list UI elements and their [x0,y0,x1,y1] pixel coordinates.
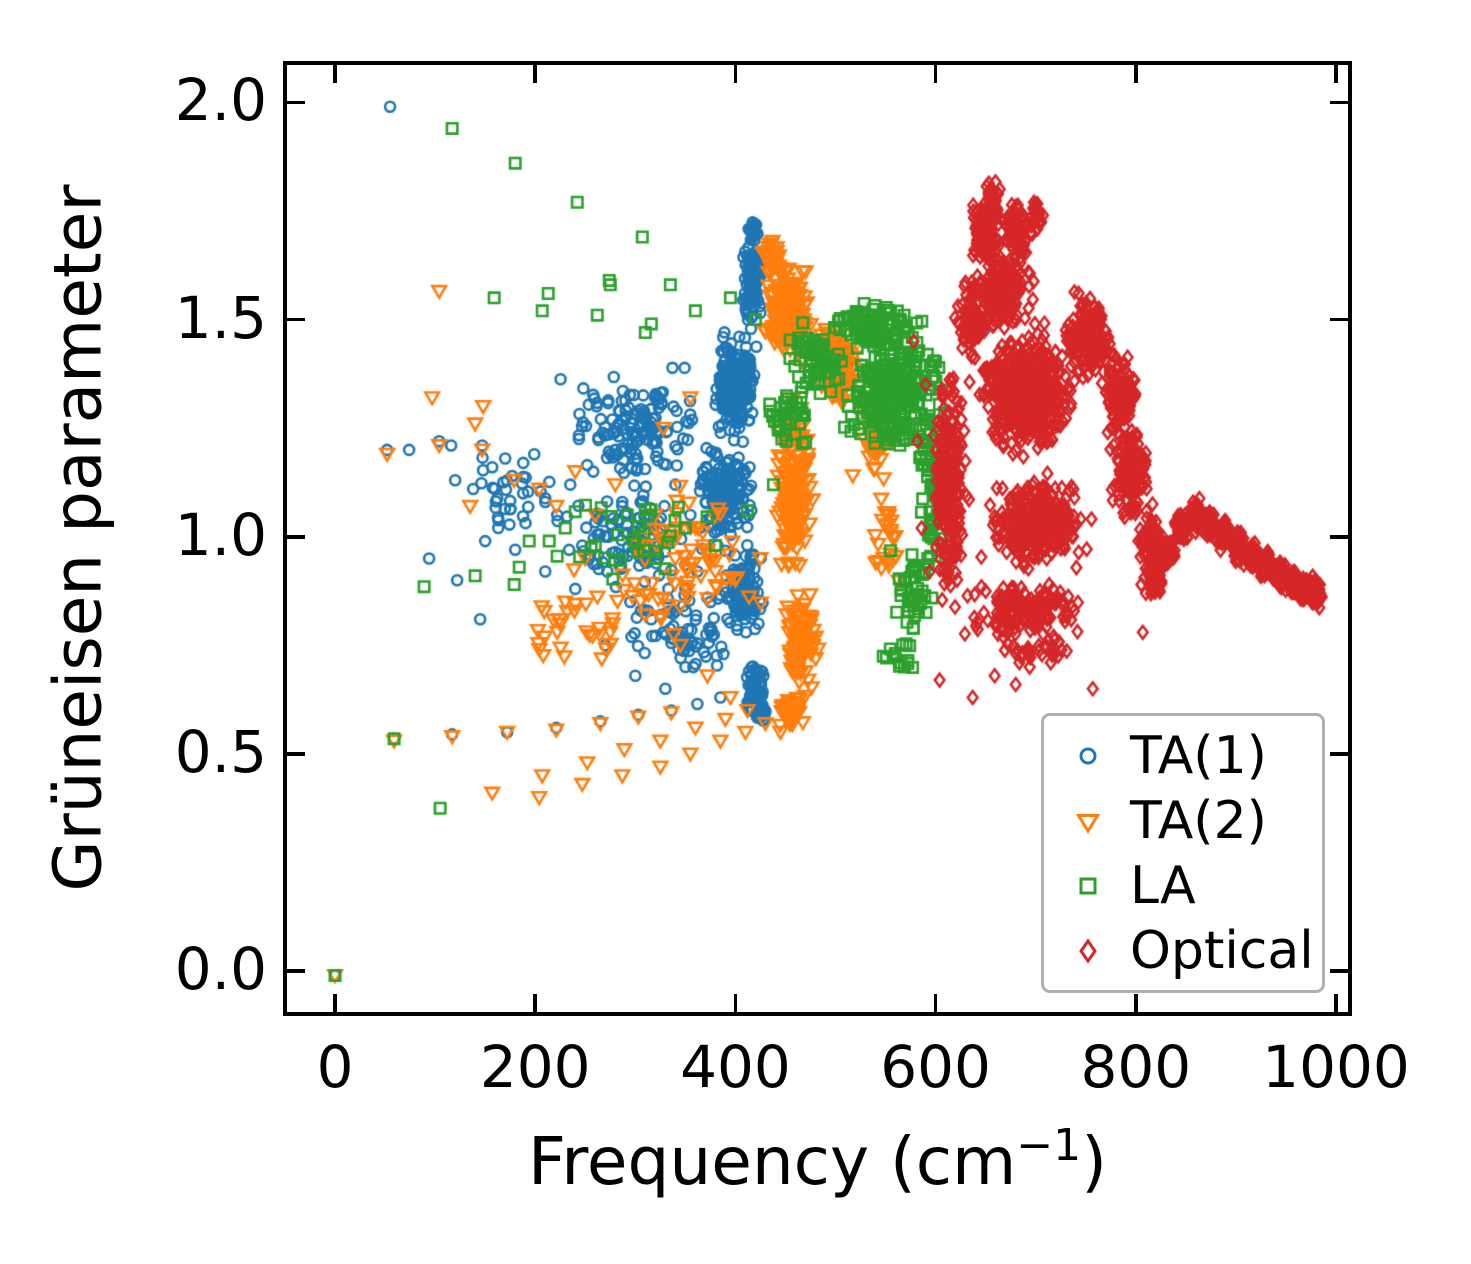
x-axis-label-text: Frequency (cm [528,1123,1017,1200]
y-tick-right-1.5 [1330,317,1348,322]
y-tick-left-0.5 [287,752,305,756]
x-tick-label-400: 400 [680,1033,791,1101]
legend-item-ta2: TA(2) [1066,788,1322,853]
x-tick-top-0 [333,65,337,83]
legend-label: TA(1) [1130,725,1267,786]
legend-item-optical: Optical [1066,918,1322,983]
x-tick-top-600 [933,65,938,83]
legend-label: Optical [1130,920,1314,981]
x-tick-bottom-200 [533,994,537,1012]
x-tick-top-400 [733,65,738,83]
x-tick-label-200: 200 [479,1033,591,1101]
y-tick-right-1.0 [1330,535,1348,539]
triangle-down-marker-icon [1066,803,1110,839]
circle-marker-icon [1066,738,1110,774]
x-tick-bottom-600 [933,994,938,1012]
y-tick-right-0.0 [1330,969,1348,973]
x-axis-label-superscript: −1 [1016,1119,1082,1171]
y-tick-left-0.0 [287,969,305,973]
legend: TA(1) TA(2) LA Optical [1041,713,1325,993]
thin-diamond-marker-icon [1066,933,1110,969]
x-tick-bottom-0 [333,994,337,1012]
x-tick-label-600: 600 [880,1033,991,1101]
y-tick-left-1.0 [287,535,305,539]
y-tick-label-1.0: 1.0 [174,500,267,569]
y-tick-label-2.0: 2.0 [174,66,267,135]
y-tick-left-2.0 [287,100,305,105]
x-tick-top-200 [533,65,537,83]
legend-item-la: LA [1066,853,1322,918]
x-tick-bottom-400 [733,994,738,1012]
y-tick-label-0.0: 0.0 [174,934,267,1003]
legend-item-ta1: TA(1) [1066,723,1322,788]
x-axis-label: Frequency (cm−1) [283,1120,1352,1200]
y-tick-right-0.5 [1330,752,1348,756]
x-axis-label-close-paren: ) [1081,1123,1107,1200]
y-axis-label: Grüneisen parameter [39,184,117,892]
square-marker-icon [1066,868,1110,904]
y-tick-right-2.0 [1330,100,1348,105]
x-tick-top-1000 [1334,65,1338,83]
y-tick-left-1.5 [287,317,305,322]
x-tick-label-1000: 1000 [1262,1033,1410,1101]
x-tick-bottom-1000 [1334,994,1338,1012]
legend-label: LA [1130,855,1196,916]
x-tick-bottom-800 [1134,994,1138,1012]
x-tick-top-800 [1134,65,1138,83]
y-tick-label-0.5: 0.5 [174,717,267,786]
legend-label: TA(2) [1130,790,1267,851]
x-tick-label-800: 800 [1080,1033,1192,1101]
x-tick-label-0: 0 [316,1033,354,1101]
y-tick-label-1.5: 1.5 [174,283,267,352]
